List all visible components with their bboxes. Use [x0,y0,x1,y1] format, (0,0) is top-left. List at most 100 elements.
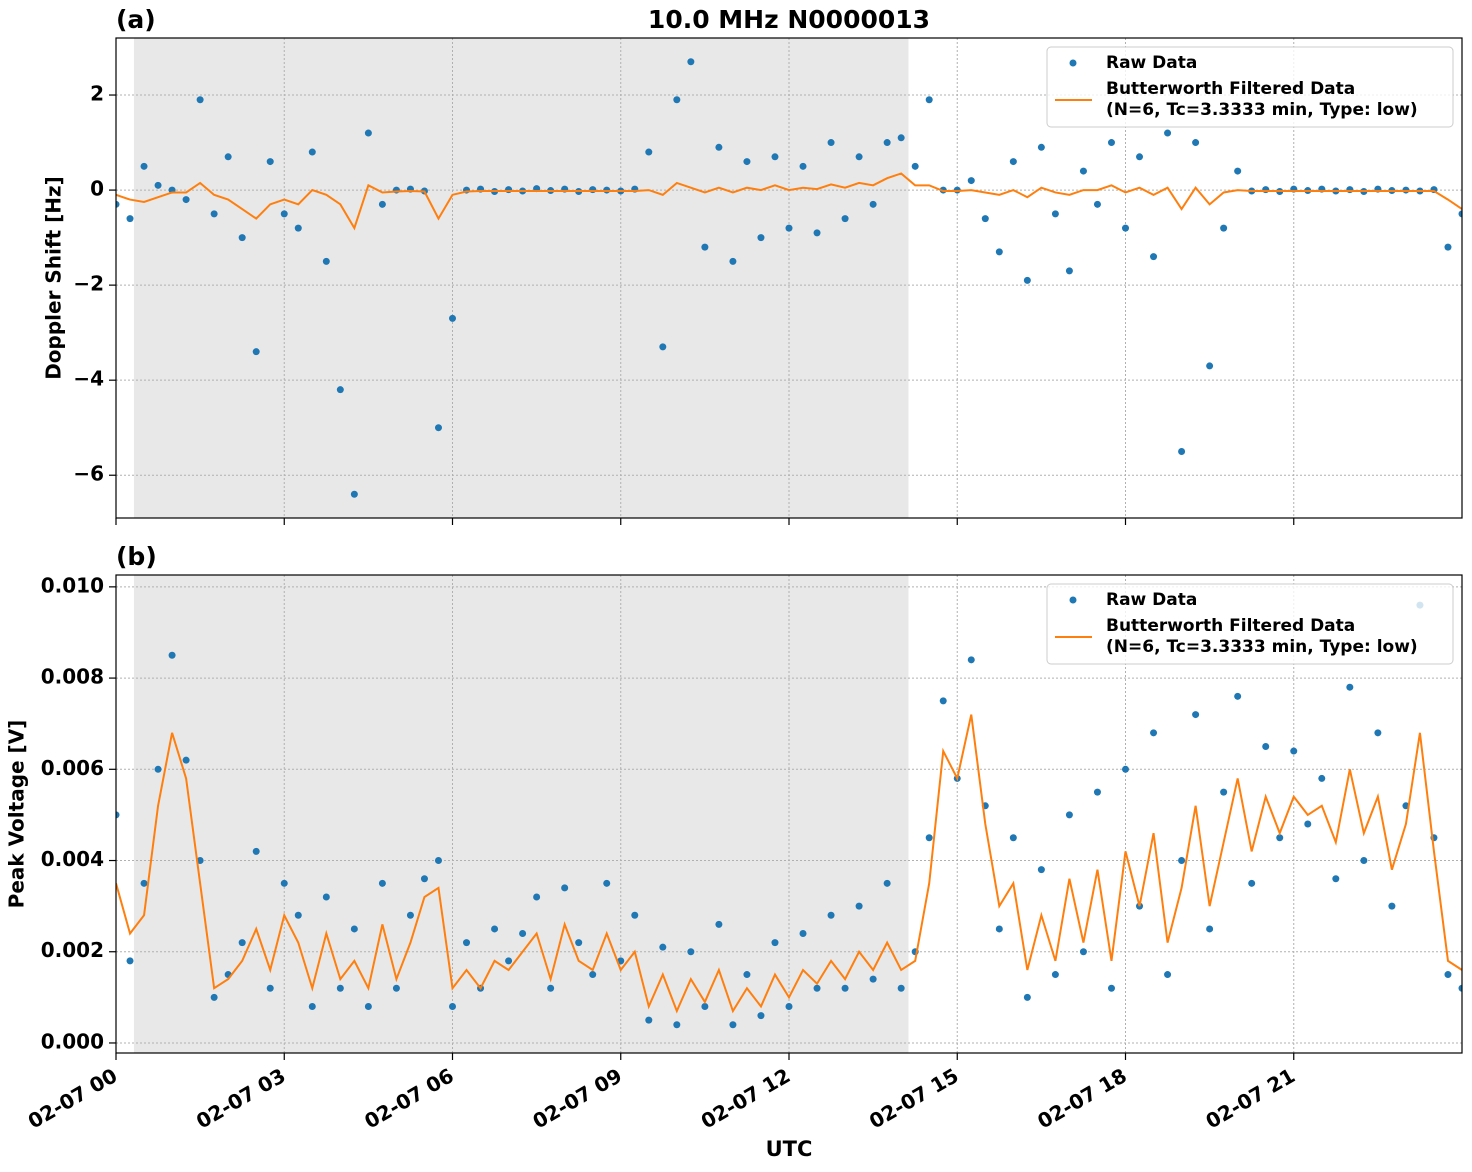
raw-point [1164,129,1172,137]
raw-point [659,343,667,351]
raw-point [1332,875,1340,883]
raw-point [505,186,513,194]
raw-point [1037,143,1045,151]
raw-point [1234,692,1242,700]
x-axis-label: UTC [766,1137,813,1161]
raw-point [673,96,681,104]
raw-point [1065,811,1073,819]
raw-point [519,930,527,937]
legend-marker [1069,59,1077,67]
panel-label: (b) [116,542,157,571]
raw-point [294,911,302,919]
raw-point [266,984,274,992]
y-tick-label: −4 [73,367,104,391]
plot-area [116,601,1462,1029]
raw-point [967,656,975,664]
y-tick-label: 2 [90,82,104,106]
raw-point [575,939,583,947]
y-tick-label: 0.010 [41,573,104,597]
raw-point [140,162,148,170]
raw-point [911,162,919,170]
raw-point [1444,971,1452,979]
raw-point [1009,158,1017,166]
panel-label: (a) [116,5,156,34]
raw-point [645,1016,653,1024]
y-tick-label: 0 [90,177,104,201]
raw-point [687,948,695,956]
raw-point [1093,788,1101,796]
raw-point [729,257,737,265]
raw-point [1023,993,1031,1001]
x-tick-label: 02-07 03 [192,1063,290,1133]
raw-point [1346,186,1354,194]
raw-point [1178,857,1186,865]
raw-point [617,957,625,965]
raw-point [995,925,1003,933]
raw-point [1304,820,1312,828]
raw-point [1051,210,1059,218]
raw-point [743,158,751,166]
raw-point [589,971,597,979]
raw-point [350,925,358,933]
plot-area [116,58,1462,498]
raw-point [182,756,190,764]
raw-point [799,162,807,170]
raw-point [827,139,835,147]
raw-point [449,1002,456,1010]
raw-point [126,957,134,965]
raw-point [1037,866,1045,874]
chart-title: 10.0 MHz N0000013 [648,5,930,34]
raw-point [1444,243,1452,251]
raw-point [813,984,821,992]
y-tick-label: 0.000 [41,1029,104,1053]
raw-point [1206,925,1214,933]
raw-point [116,811,120,819]
raw-point [1164,971,1172,979]
raw-point [1220,788,1228,796]
raw-point [491,925,499,933]
y-tick-label: 0.006 [41,756,104,780]
raw-point [350,490,358,498]
raw-point [967,177,975,185]
x-tick-label: 02-07 18 [1033,1063,1131,1133]
raw-point [378,200,386,208]
raw-point [154,765,162,773]
raw-point [1458,210,1462,218]
raw-point [743,971,751,979]
raw-point [182,196,190,204]
raw-point [939,697,947,705]
raw-point [1262,742,1270,750]
raw-point [1051,971,1059,979]
raw-point [715,143,723,151]
raw-point [659,943,667,951]
raw-point [925,834,933,842]
raw-point [1009,834,1017,842]
x-tick-label: 02-07 12 [697,1063,795,1133]
raw-point [1346,683,1354,691]
raw-point [280,210,288,218]
raw-point [252,847,260,855]
raw-point [294,224,302,232]
y-tick-label: 0.008 [41,665,104,689]
axes-frame [115,37,1463,519]
raw-point [280,879,288,887]
raw-point [1248,879,1256,887]
raw-point [883,139,891,147]
raw-point [210,210,218,218]
raw-point [827,911,835,919]
filtered-line [116,172,1462,231]
raw-point [1374,729,1382,737]
raw-point [434,424,442,432]
raw-point [981,215,989,223]
raw-point [925,96,933,104]
raw-point [378,879,386,887]
raw-point [238,939,246,947]
raw-point [1206,362,1214,370]
raw-point [701,243,709,251]
legend-marker [1069,596,1077,604]
raw-point [561,884,569,892]
x-tick-label: 02-07 15 [865,1063,963,1133]
raw-point [841,215,849,223]
raw-point [238,234,246,242]
raw-point [420,875,428,883]
